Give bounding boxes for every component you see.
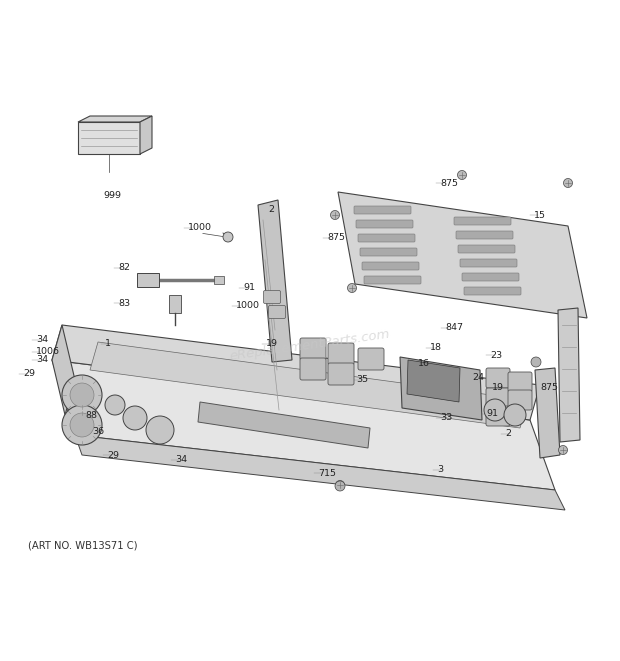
Text: 34: 34	[36, 336, 48, 344]
FancyBboxPatch shape	[356, 220, 413, 228]
Polygon shape	[52, 360, 555, 490]
FancyBboxPatch shape	[354, 206, 411, 214]
Circle shape	[146, 416, 174, 444]
Circle shape	[458, 171, 466, 180]
Bar	[214, 276, 224, 284]
Text: 83: 83	[118, 299, 130, 307]
FancyBboxPatch shape	[508, 372, 532, 392]
Text: 715: 715	[318, 469, 336, 477]
Circle shape	[223, 232, 233, 242]
Polygon shape	[52, 325, 540, 420]
Polygon shape	[535, 368, 560, 458]
Circle shape	[504, 404, 526, 426]
Text: 33: 33	[440, 414, 452, 422]
Polygon shape	[407, 360, 460, 402]
Circle shape	[531, 357, 541, 367]
Circle shape	[564, 178, 572, 188]
Text: 36: 36	[92, 428, 104, 436]
FancyBboxPatch shape	[300, 338, 326, 360]
Text: 875: 875	[440, 178, 458, 188]
FancyBboxPatch shape	[264, 290, 280, 303]
Text: 847: 847	[445, 323, 463, 332]
Polygon shape	[258, 200, 292, 362]
FancyBboxPatch shape	[360, 248, 417, 256]
Text: eReplacementParts.com: eReplacementParts.com	[229, 327, 391, 363]
FancyBboxPatch shape	[486, 388, 510, 408]
FancyBboxPatch shape	[268, 305, 285, 319]
Text: 29: 29	[107, 451, 119, 459]
FancyBboxPatch shape	[464, 287, 521, 295]
Polygon shape	[198, 402, 370, 448]
FancyBboxPatch shape	[364, 276, 421, 284]
FancyBboxPatch shape	[458, 245, 515, 253]
Circle shape	[123, 406, 147, 430]
Text: 1006: 1006	[36, 348, 60, 356]
FancyBboxPatch shape	[328, 343, 354, 365]
Circle shape	[347, 284, 356, 293]
Text: 19: 19	[492, 383, 504, 393]
FancyBboxPatch shape	[486, 406, 510, 426]
Text: 3: 3	[437, 465, 443, 475]
FancyBboxPatch shape	[328, 363, 354, 385]
Circle shape	[484, 399, 506, 421]
Text: 19: 19	[266, 340, 278, 348]
FancyBboxPatch shape	[462, 273, 519, 281]
Polygon shape	[52, 325, 75, 415]
Text: 91: 91	[243, 284, 255, 293]
Circle shape	[105, 395, 125, 415]
FancyBboxPatch shape	[508, 390, 532, 410]
Text: 88: 88	[85, 410, 97, 420]
Bar	[169, 295, 181, 313]
Text: 23: 23	[490, 350, 502, 360]
FancyBboxPatch shape	[456, 231, 513, 239]
FancyBboxPatch shape	[300, 358, 326, 380]
Circle shape	[335, 481, 345, 491]
Bar	[137, 273, 159, 287]
Text: 35: 35	[356, 375, 368, 385]
Polygon shape	[400, 357, 482, 420]
Text: (ART NO. WB13S71 C): (ART NO. WB13S71 C)	[28, 541, 138, 551]
Polygon shape	[78, 122, 140, 154]
Text: 1: 1	[105, 340, 111, 348]
Circle shape	[70, 383, 94, 407]
Text: 875: 875	[540, 383, 558, 393]
Text: 16: 16	[418, 358, 430, 368]
FancyBboxPatch shape	[454, 217, 511, 225]
Polygon shape	[75, 435, 565, 510]
FancyBboxPatch shape	[486, 368, 510, 388]
Polygon shape	[140, 116, 152, 154]
FancyBboxPatch shape	[362, 262, 419, 270]
FancyBboxPatch shape	[358, 348, 384, 370]
Circle shape	[62, 375, 102, 415]
Circle shape	[335, 481, 345, 490]
FancyBboxPatch shape	[460, 259, 517, 267]
Text: 2: 2	[268, 206, 274, 215]
Circle shape	[70, 413, 94, 437]
Text: 82: 82	[118, 264, 130, 272]
Circle shape	[559, 446, 567, 455]
Text: 18: 18	[430, 344, 442, 352]
Text: 34: 34	[36, 356, 48, 364]
Polygon shape	[78, 116, 152, 122]
Text: 91: 91	[486, 410, 498, 418]
Text: 29: 29	[23, 369, 35, 379]
Text: 2: 2	[505, 430, 511, 438]
Text: 1000: 1000	[188, 223, 212, 233]
Text: 15: 15	[534, 210, 546, 219]
Circle shape	[330, 210, 340, 219]
FancyBboxPatch shape	[358, 234, 415, 242]
Polygon shape	[558, 308, 580, 442]
Polygon shape	[90, 342, 528, 428]
Text: 999: 999	[103, 190, 121, 200]
Text: 1000: 1000	[236, 301, 260, 311]
Text: 34: 34	[175, 455, 187, 465]
Text: 875: 875	[327, 233, 345, 243]
Circle shape	[62, 405, 102, 445]
Text: 24: 24	[472, 373, 484, 383]
Polygon shape	[338, 192, 587, 318]
